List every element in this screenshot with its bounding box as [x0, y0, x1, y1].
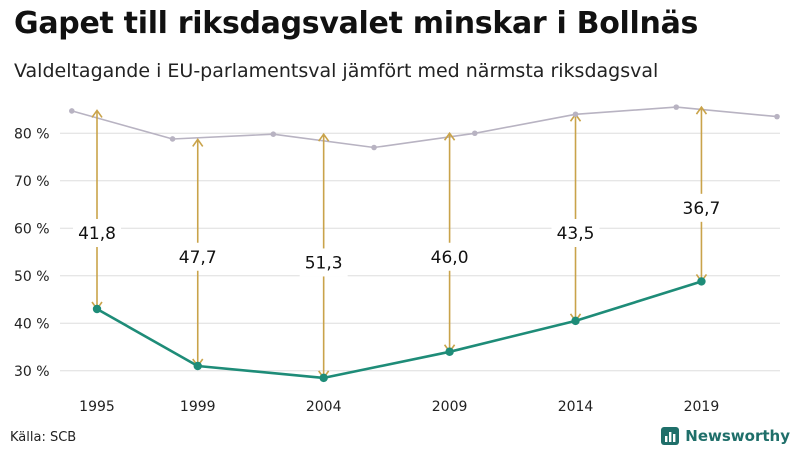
- riksdag-election-point: [69, 108, 75, 114]
- x-tick-label: 2004: [306, 399, 342, 415]
- y-tick-label: 80 %: [14, 126, 50, 142]
- gap-arrow-head-top: [91, 109, 103, 118]
- y-tick-label: 40 %: [14, 316, 50, 332]
- riksdag-election-point: [270, 131, 277, 137]
- chart-title: Gapet till riksdagsvalet minskar i Bolln…: [14, 6, 699, 41]
- brand-logo[interactable]: Newsworthy: [661, 427, 790, 445]
- gap-label-background: [551, 219, 600, 247]
- riksdag-election-line: [71, 106, 778, 149]
- y-tick-label: 60 %: [14, 221, 50, 237]
- gap-label-background: [677, 193, 726, 222]
- source-note: Källa: SCB: [10, 430, 77, 445]
- eu-election-point: [697, 277, 706, 286]
- gap-arrow-head-top: [318, 132, 330, 142]
- y-tick-label: 30 %: [14, 364, 50, 380]
- riksdag-election-point: [471, 130, 478, 137]
- gap-label: 47,7: [179, 248, 217, 268]
- gridlines: [60, 132, 780, 372]
- eu-election-point: [193, 361, 202, 371]
- eu-election-point: [571, 316, 580, 326]
- eu-election-line: [96, 280, 702, 380]
- gap-label-background: [299, 248, 348, 277]
- bar-chart-icon: [661, 427, 680, 445]
- riksdag-election-point: [774, 113, 780, 120]
- gap-labels: 41,8 47,7 51,3 46,0 43,5 36,7: [73, 193, 726, 277]
- y-axis-ticks: 30 % 40 % 50 % 60 % 70 % 80 %: [14, 126, 50, 380]
- gap-arrows: [91, 105, 708, 380]
- gap-label: 36,7: [683, 199, 721, 219]
- eu-election-point: [319, 373, 328, 383]
- gap-arrow-head-top: [443, 131, 456, 141]
- gap-arrow-head-top: [192, 138, 204, 147]
- x-tick-label: 1999: [180, 399, 216, 415]
- riksdag-election-point: [673, 104, 680, 110]
- gap-label: 51,3: [305, 253, 343, 273]
- gap-label: 46,0: [431, 248, 469, 268]
- x-tick-label: 2009: [432, 399, 468, 415]
- eu-election-point: [92, 304, 102, 314]
- gap-label-background: [173, 242, 222, 271]
- y-tick-label: 70 %: [14, 174, 50, 190]
- riksdag-election-point: [371, 144, 377, 151]
- brand-name: Newsworthy: [685, 427, 790, 445]
- x-tick-label: 1995: [79, 399, 115, 415]
- series-points: [69, 104, 780, 383]
- eu-election-point: [445, 347, 454, 356]
- gap-label: 41,8: [78, 224, 116, 244]
- y-tick-label: 50 %: [14, 269, 50, 285]
- x-tick-label: 2014: [558, 399, 594, 415]
- gap-label: 43,5: [557, 224, 595, 244]
- riksdag-election-point: [169, 136, 176, 142]
- gap-label-background: [73, 219, 121, 247]
- x-axis-ticks: 1995 1999 2004 2009 2014 2019: [79, 399, 719, 415]
- riksdag-election-point: [572, 111, 579, 118]
- gap-arrow-head-top: [695, 105, 708, 115]
- gap-label-background: [425, 242, 474, 271]
- x-tick-label: 2019: [684, 399, 720, 415]
- chart-subtitle: Valdeltagande i EU-parlamentsval jämfört…: [14, 60, 659, 82]
- series-lines: [71, 106, 778, 380]
